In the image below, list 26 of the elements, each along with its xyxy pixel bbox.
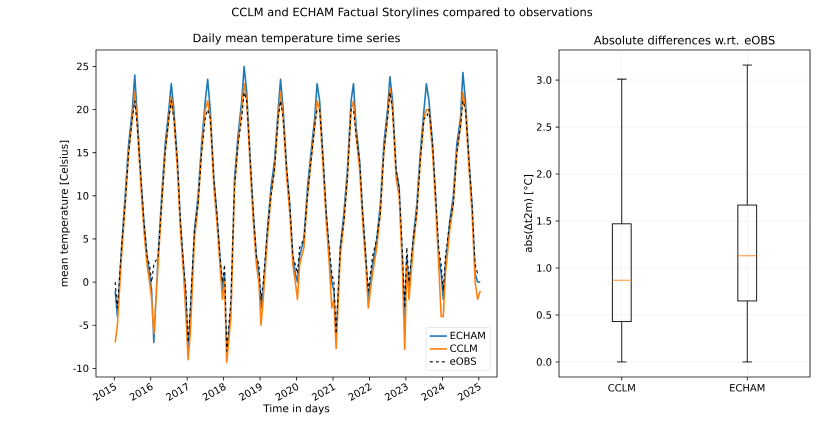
y-tick-label: 0.5 [536, 311, 552, 319]
x-axis-title: Time in days [263, 404, 330, 414]
y-tick-label: 0 [83, 278, 88, 286]
y-tick-label: 2.5 [536, 123, 552, 131]
y-tick-label: -5 [80, 322, 88, 329]
y-axis-title: abs(Δt2m) [°C] [524, 175, 534, 252]
y-tick-label: 3.0 [536, 76, 552, 84]
legend-label: CCLM [450, 344, 477, 352]
chart-subtitle: Daily mean temperature time series [194, 33, 400, 44]
y-tick-label: 1.0 [537, 264, 552, 272]
y-tick-label: 15 [77, 148, 88, 156]
y-tick-label: 25 [77, 62, 88, 70]
x-tick-label: CCLM [608, 384, 635, 392]
y-tick-label: 1.5 [537, 217, 552, 225]
x-tick-label: ECHAM [730, 384, 764, 392]
y-tick-label: 20 [77, 106, 88, 114]
legend-label: ECHAM [450, 332, 485, 340]
y-tick-label: 0.0 [536, 358, 552, 366]
y-tick-label: -10 [73, 364, 88, 372]
chart-title: CCLM and ECHAM Factual Storylines compared to observations [232, 7, 592, 19]
y-tick-label: 10 [77, 192, 88, 200]
legend-label: eOBS [450, 357, 476, 365]
y-tick-label: 5 [83, 235, 88, 243]
y-tick-label: 2.0 [536, 170, 552, 178]
chart-title: Absolute differences w.rt. eOBS [594, 36, 775, 44]
y-axis-title: mean temperature [Celsius] [60, 140, 70, 286]
